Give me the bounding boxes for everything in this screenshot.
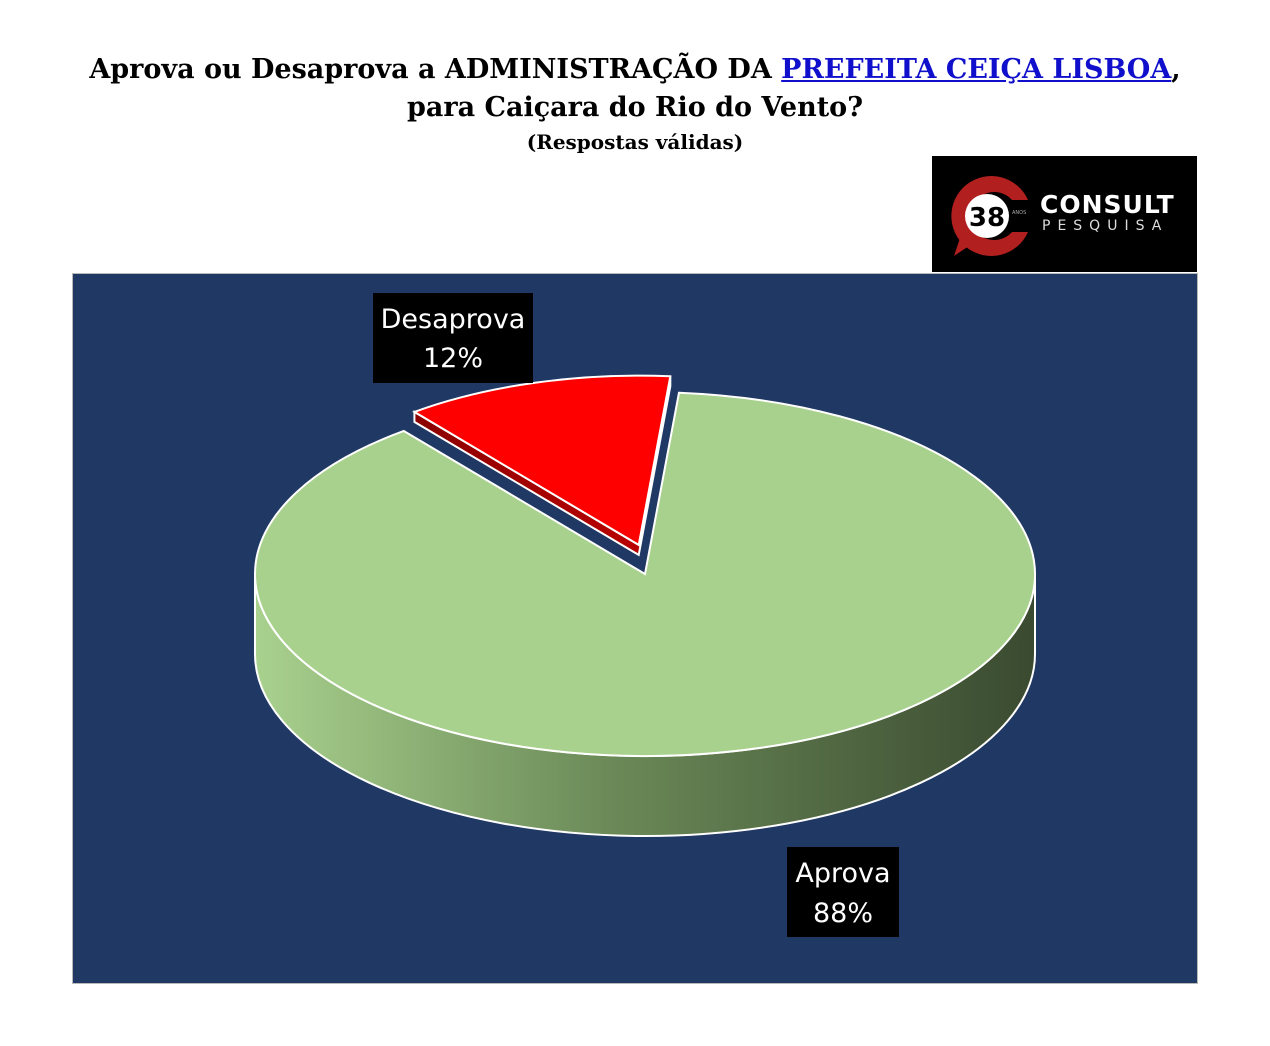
title-suffix: , xyxy=(1171,54,1181,85)
chart-subtitle: (Respostas válidas) xyxy=(526,130,744,154)
label-desaprova-value: 12% xyxy=(423,343,483,374)
chart-title-line1: Aprova ou Desaprova a ADMINISTRAÇÃO DA P… xyxy=(0,54,1270,85)
label-aprova-value: 88% xyxy=(813,898,873,929)
pie-slice-desaprova xyxy=(412,374,672,547)
logo-c-icon: 38 ANOS xyxy=(951,176,1028,256)
logo-small-text: ANOS xyxy=(1012,210,1026,216)
consult-pesquisa-logo: 38 ANOS CONSULT PESQUISA xyxy=(932,156,1197,272)
logo-sub: PESQUISA xyxy=(1042,218,1169,234)
pie-chart: Desaprova 12% Aprova 88% xyxy=(72,273,1198,984)
label-aprova-name: Aprova xyxy=(795,858,890,889)
pie-svg: Desaprova 12% Aprova 88% xyxy=(73,274,1197,983)
title-highlight-link[interactable]: PREFEITA CEIÇA LISBOA xyxy=(781,54,1172,85)
title-prefix: Aprova ou Desaprova a ADMINISTRAÇÃO DA xyxy=(89,54,782,85)
data-label-desaprova: Desaprova 12% xyxy=(373,293,533,383)
logo-brand: CONSULT xyxy=(1040,190,1175,219)
pie-slice-aprova xyxy=(254,391,1036,757)
data-label-aprova: Aprova 88% xyxy=(787,847,899,937)
label-desaprova-name: Desaprova xyxy=(381,304,526,335)
logo-number: 38 xyxy=(969,203,1005,233)
chart-title-line2: para Caiçara do Rio do Vento? xyxy=(406,92,864,123)
